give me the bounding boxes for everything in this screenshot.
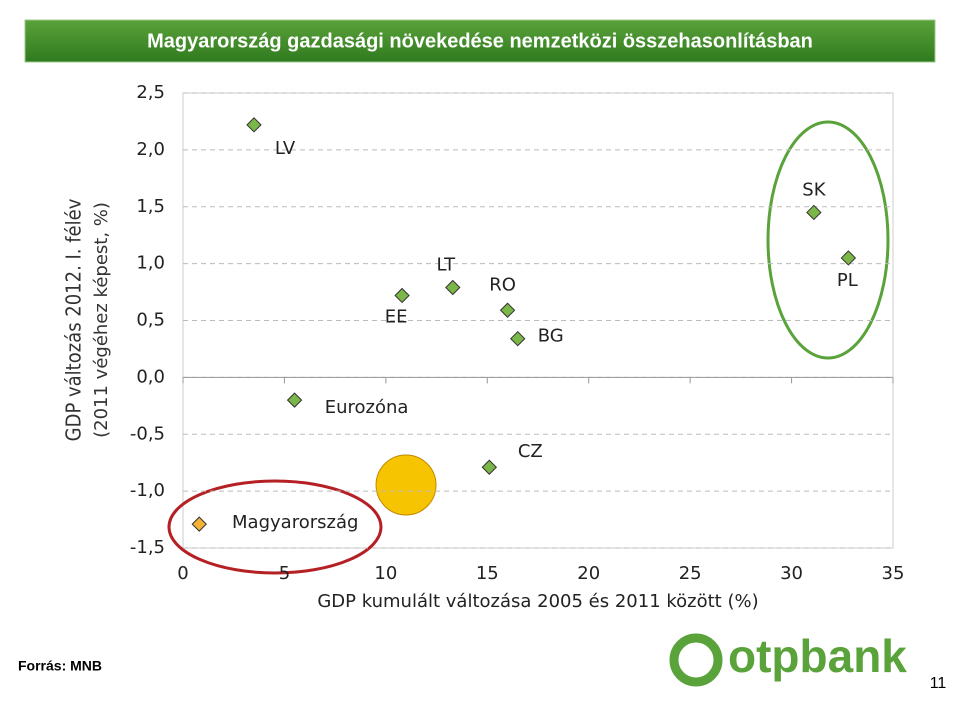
logo-mark (669, 633, 723, 687)
point (286, 392, 303, 408)
x-tick-label: 20 (577, 563, 600, 584)
point (246, 117, 262, 133)
x-tick-label: 30 (780, 563, 803, 584)
page-number: 11 (930, 675, 947, 692)
point (394, 287, 410, 304)
point (191, 516, 207, 532)
point (840, 250, 857, 266)
source: Forrás: MNB (18, 658, 102, 674)
y-tick-label: -1,5 (130, 537, 165, 558)
point-label: EE (385, 306, 408, 327)
point (445, 279, 461, 296)
point-label: CZ (518, 441, 543, 462)
point-label: LV (275, 138, 296, 159)
x-tick-label: 0 (177, 563, 188, 584)
slide-title: Magyarország gazdasági növekedése nemzet… (147, 30, 813, 52)
point-label: BG (538, 326, 564, 347)
highlight-ellipse (167, 479, 383, 575)
thinking-face (375, 454, 437, 516)
y-axis-title: GDP változás 2012. I. félév (62, 198, 86, 441)
point-label: SK (802, 179, 826, 200)
x-tick-label: 35 (882, 563, 905, 584)
x-tick-label: 5 (279, 563, 290, 584)
point-label: Eurozóna (325, 397, 409, 418)
x-tick-label: 10 (374, 563, 397, 584)
point (510, 330, 526, 347)
y-tick-label: 1,0 (136, 253, 165, 274)
title-bar (24, 19, 936, 63)
y-tick-label: 0,5 (136, 310, 165, 331)
y-tick-label: 2,5 (136, 82, 165, 103)
y-tick-label: 1,5 (136, 196, 165, 217)
y-tick-label: 0,0 (136, 366, 165, 387)
logo: otpbank (728, 630, 907, 682)
y-axis-title: (2011 végéhez képest, %) (91, 202, 112, 438)
y-tick-label: -1,0 (130, 480, 165, 501)
x-tick-label: 15 (476, 563, 499, 584)
point-label: PL (837, 270, 858, 291)
point (806, 204, 822, 221)
point-label: LT (437, 255, 457, 276)
y-tick-label: -0,5 (130, 423, 165, 444)
highlight-ellipse (766, 120, 890, 360)
point-label: Magyarország (232, 512, 358, 533)
x-axis-title: GDP kumulált változása 2005 és 2011 közö… (317, 591, 758, 612)
y-tick-label: 2,0 (136, 139, 165, 160)
x-tick-label: 25 (679, 563, 702, 584)
point-label: RO (489, 274, 516, 295)
point (499, 302, 516, 318)
point (481, 459, 498, 475)
